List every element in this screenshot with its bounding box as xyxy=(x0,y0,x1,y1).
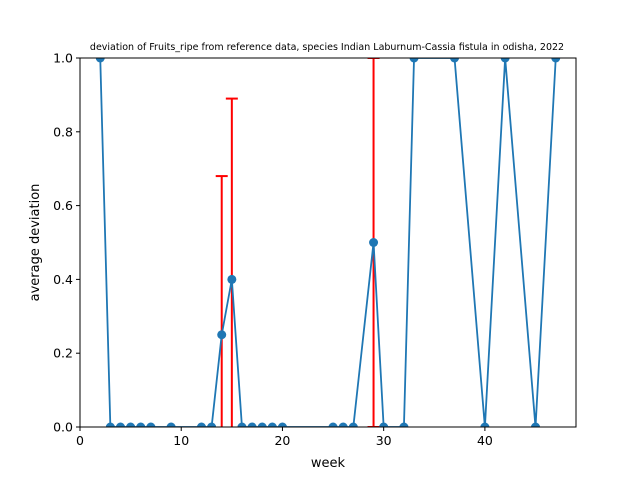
data-point xyxy=(207,422,217,427)
y-tick-label: 1.0 xyxy=(53,51,73,66)
data-point xyxy=(105,422,115,427)
data-point xyxy=(267,422,277,427)
y-tick-label: 0.0 xyxy=(53,420,73,435)
data-point xyxy=(166,422,176,427)
axis-ticks: 0 10 20 30 40 0.0 0.2 0.4 0.6 0.8 1.0 xyxy=(53,51,493,449)
chart-title: deviation of Fruits_ripe from reference … xyxy=(90,42,564,53)
data-point xyxy=(328,422,338,427)
data-point xyxy=(409,58,419,63)
data-point xyxy=(551,58,561,63)
plot-area xyxy=(95,58,561,427)
data-point xyxy=(338,422,348,427)
data-point xyxy=(480,422,490,427)
data-point xyxy=(399,422,409,427)
data-point xyxy=(277,422,287,427)
series-line xyxy=(99,58,557,427)
data-point xyxy=(531,422,541,427)
data-point xyxy=(196,422,206,427)
y-tick-label: 0.6 xyxy=(53,198,73,213)
y-tick-label: 0.4 xyxy=(53,272,73,287)
x-tick-label: 0 xyxy=(76,433,84,448)
data-point xyxy=(136,422,146,427)
axes-frame xyxy=(79,57,577,428)
y-tick-label: 0.2 xyxy=(53,346,73,361)
data-point xyxy=(146,422,156,427)
data-point xyxy=(237,422,247,427)
data-point xyxy=(500,58,510,63)
data-point xyxy=(257,422,267,427)
data-point xyxy=(115,422,125,427)
x-tick-label: 30 xyxy=(376,433,392,448)
data-point xyxy=(379,422,389,427)
error-bar xyxy=(215,175,228,427)
data-point xyxy=(247,422,257,427)
x-tick-label: 10 xyxy=(173,433,189,448)
data-point xyxy=(450,58,460,63)
data-point xyxy=(227,274,237,284)
data-point xyxy=(369,238,379,247)
y-axis-label: average deviation xyxy=(28,184,43,302)
x-axis-label: week xyxy=(311,456,346,471)
data-point xyxy=(95,58,105,63)
data-point xyxy=(348,422,358,427)
data-point xyxy=(217,330,227,340)
x-tick-label: 40 xyxy=(477,433,493,448)
x-tick-label: 20 xyxy=(274,433,290,448)
data-point xyxy=(126,422,136,427)
y-tick-label: 0.8 xyxy=(53,124,73,139)
